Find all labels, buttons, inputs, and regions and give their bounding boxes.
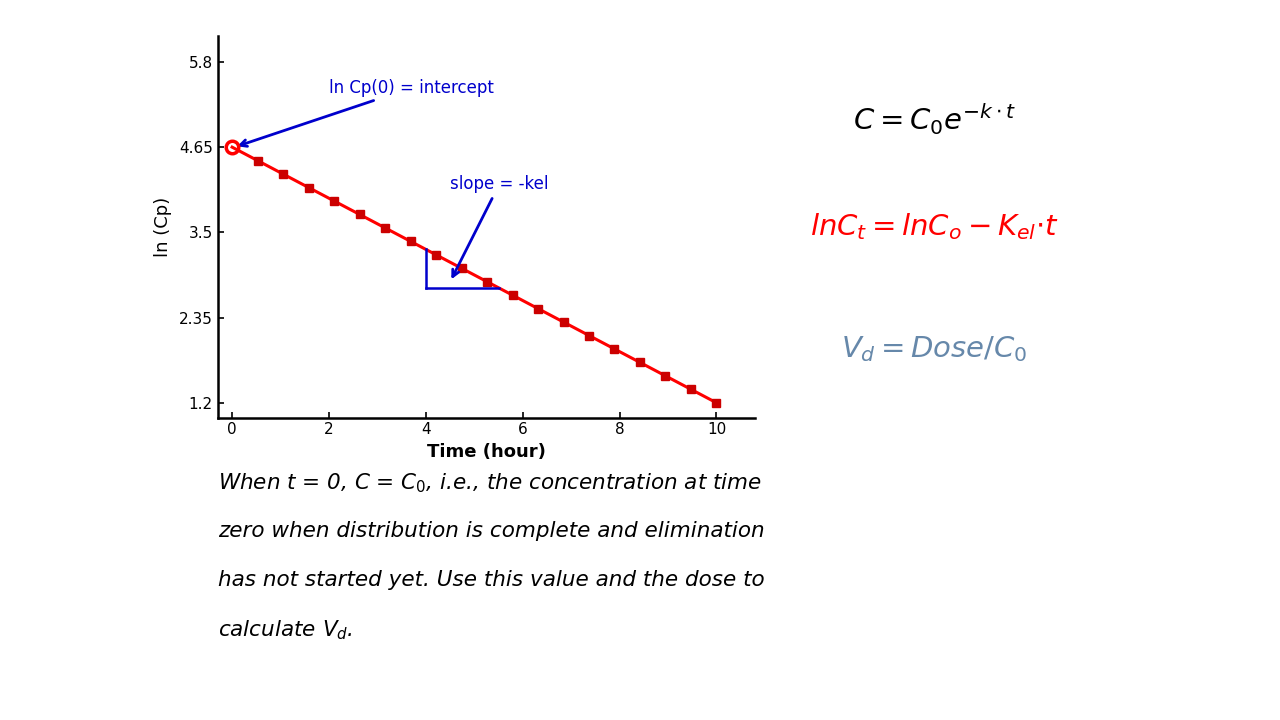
X-axis label: Time (hour): Time (hour) [428, 443, 545, 461]
Text: $\mathit{V}_d = \mathit{Dose/C}_0$: $\mathit{V}_d = \mathit{Dose/C}_0$ [841, 334, 1028, 364]
Text: slope = -kel: slope = -kel [451, 175, 549, 276]
Text: $\mathit{ln}C_t = \mathit{ln}C_o - K_{el}{\cdot}t$: $\mathit{ln}C_t = \mathit{ln}C_o - K_{el… [810, 212, 1059, 242]
Text: ln Cp(0) = intercept: ln Cp(0) = intercept [241, 79, 494, 146]
Text: has not started yet. Use this value and the dose to: has not started yet. Use this value and … [218, 570, 764, 590]
Text: $\mathit{C} = \mathit{C}_0 e^{-k \cdot t}$: $\mathit{C} = \mathit{C}_0 e^{-k \cdot t… [852, 101, 1016, 137]
Y-axis label: ln (Cp): ln (Cp) [154, 197, 172, 257]
Text: calculate $V_d$.: calculate $V_d$. [218, 618, 352, 642]
Text: When $t$ = 0, $C$ = $C_0$, i.e., the concentration at time: When $t$ = 0, $C$ = $C_0$, i.e., the con… [218, 472, 762, 495]
Text: zero when distribution is complete and elimination: zero when distribution is complete and e… [218, 521, 764, 541]
